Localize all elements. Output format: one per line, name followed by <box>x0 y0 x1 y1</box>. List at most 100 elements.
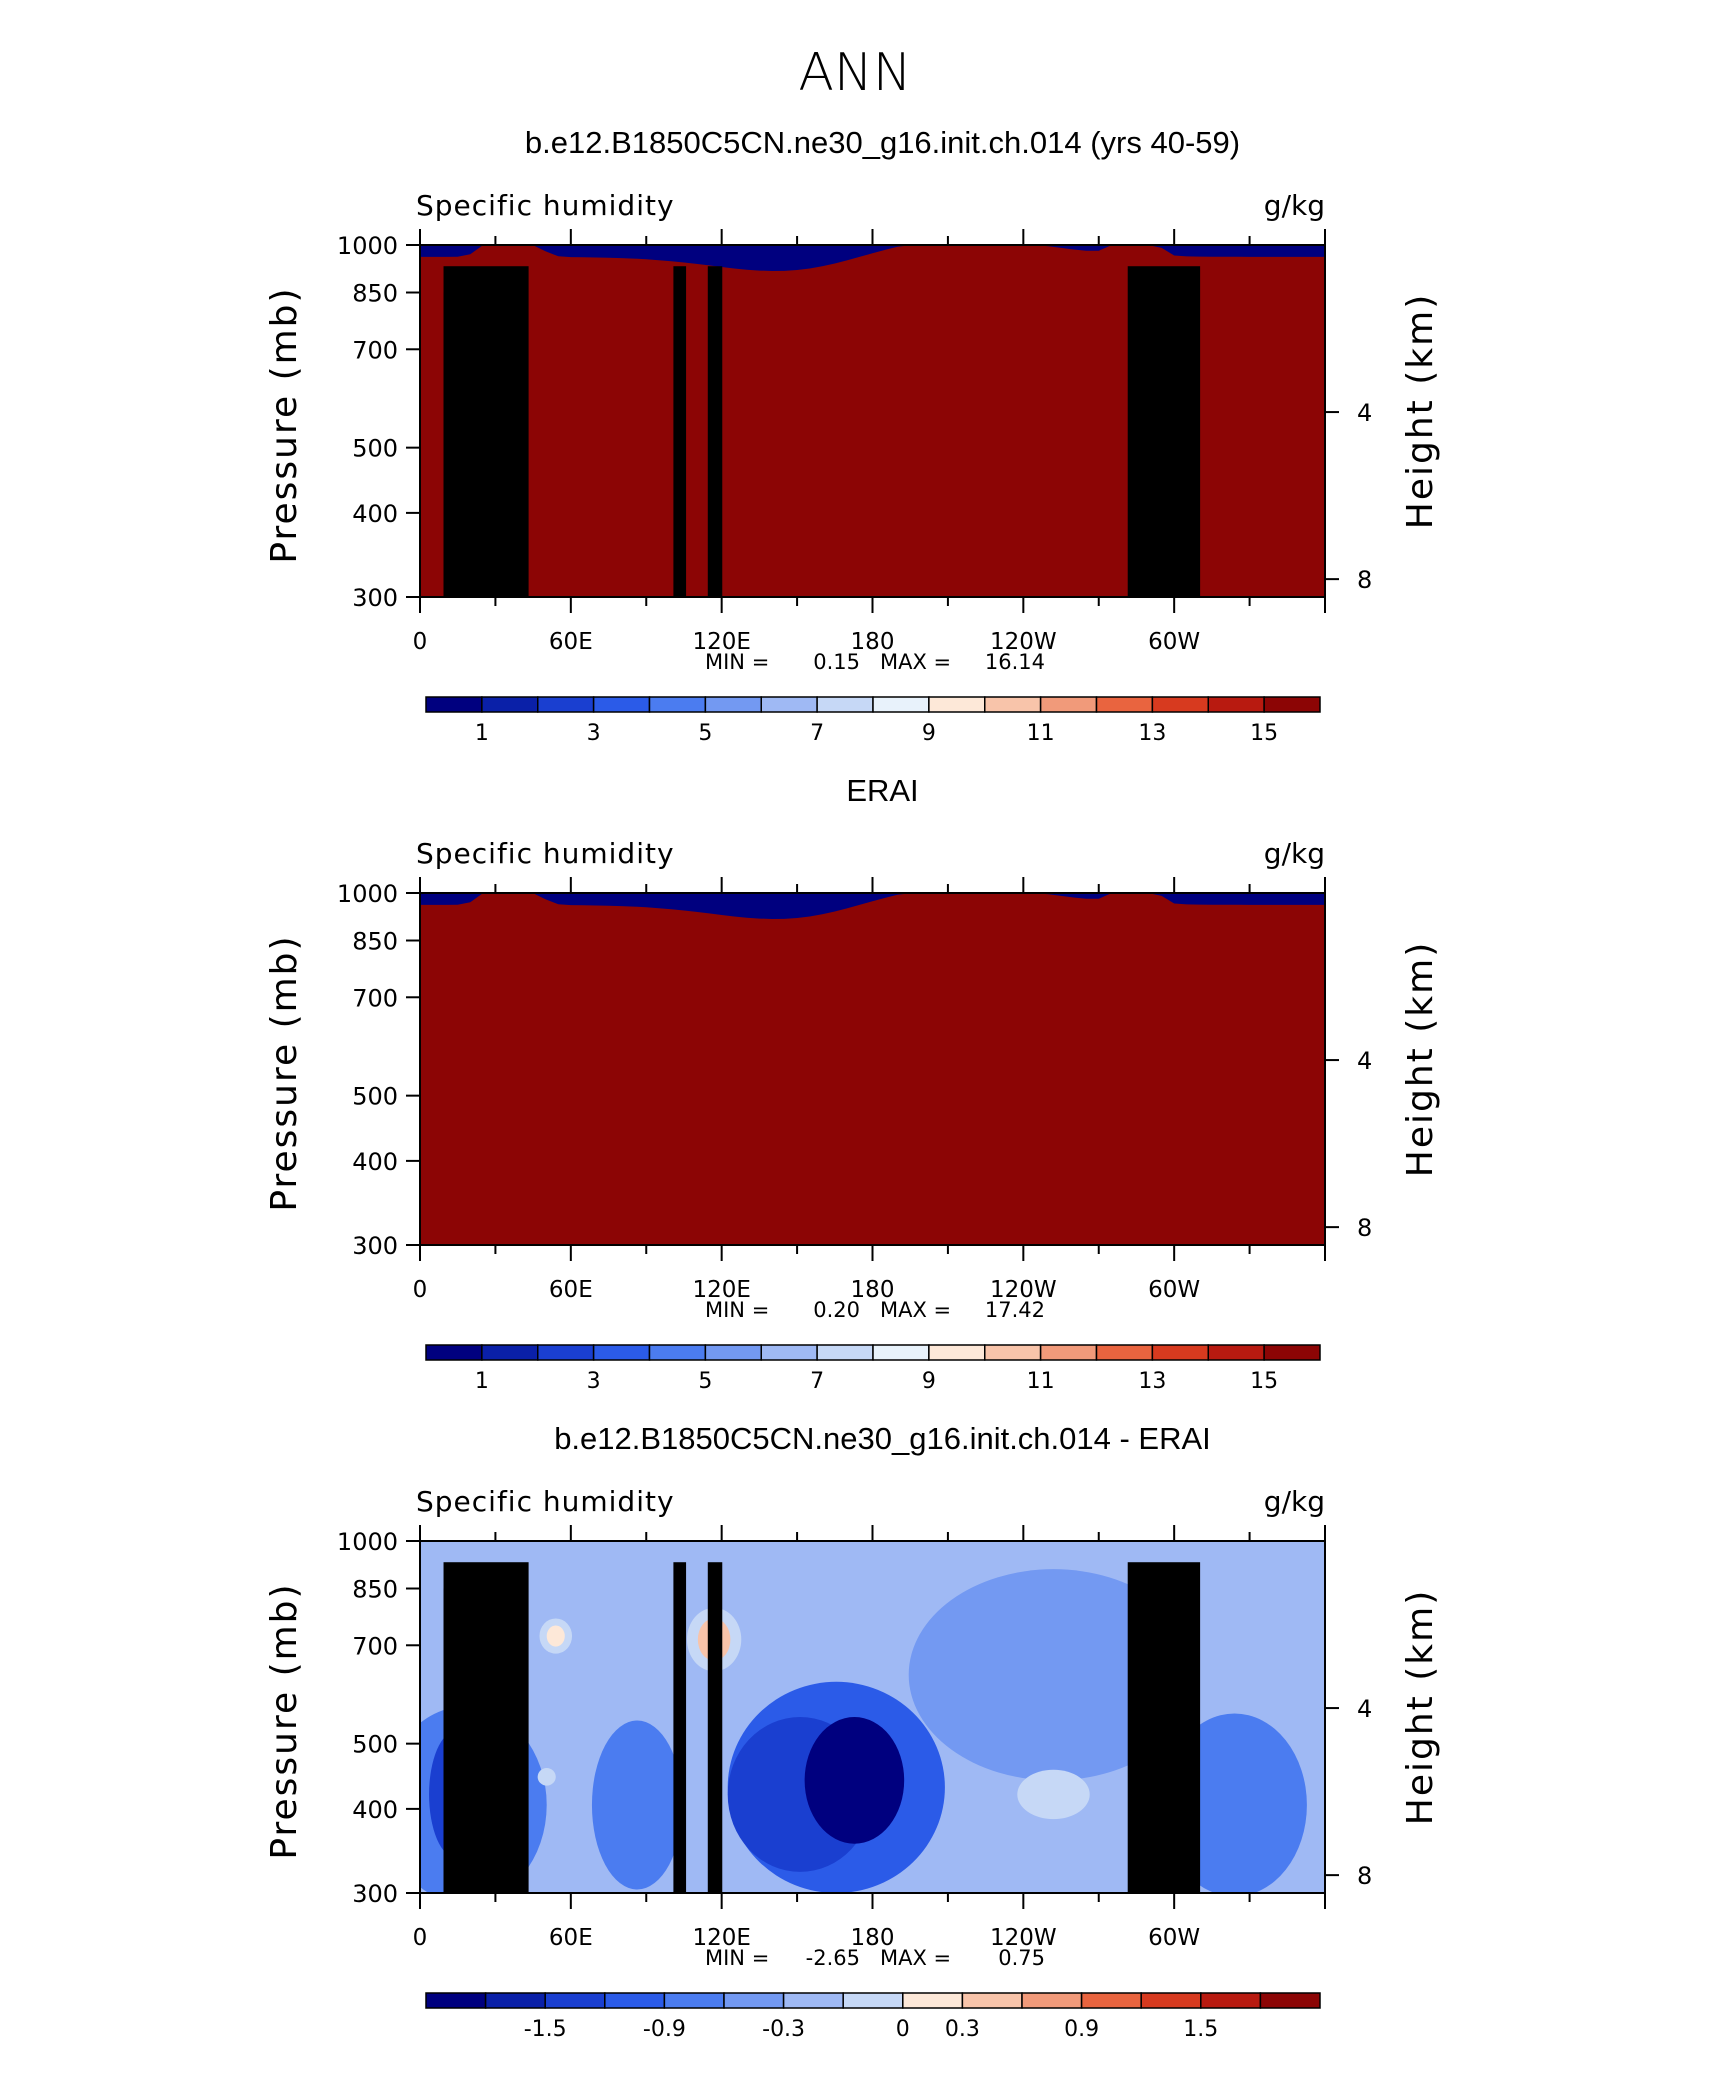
y2-tick-label: 8 <box>1357 1862 1372 1890</box>
colorbar-label: 13 <box>1138 721 1166 746</box>
x-tick-label: 60E <box>549 629 593 655</box>
y-tick-label: 500 <box>352 1731 398 1759</box>
colorbar-swatch <box>1151 1344 1209 1361</box>
y-axis-label: Pressure (mb) <box>264 286 305 563</box>
colorbar-swatch <box>484 1992 546 2009</box>
min-value: 0.15 <box>813 650 860 674</box>
colorbar-label: 3 <box>587 1369 601 1394</box>
colorbar-swatch <box>604 1992 666 2009</box>
colorbar-swatch <box>782 1992 844 2009</box>
x-tick-label: 180 <box>851 629 895 655</box>
x-tick-label: 0 <box>413 1925 428 1951</box>
colorbar-swatch <box>648 1344 707 1361</box>
colorbar-swatch <box>1095 1344 1154 1361</box>
contour-band <box>420 245 1325 597</box>
max-label: MAX = <box>880 650 951 674</box>
contour-band <box>537 1768 556 1786</box>
y-tick-label: 500 <box>352 1083 398 1111</box>
colorbar-label: 1.5 <box>1183 2017 1218 2042</box>
max-value: 16.14 <box>985 650 1045 674</box>
x-tick-label: 180 <box>851 1925 895 1951</box>
colorbar: 1 3 5 7 9 11 13 15 <box>425 696 1321 746</box>
colorbar-swatch <box>537 1344 595 1361</box>
colorbar-label: 7 <box>810 721 824 746</box>
max-value: 17.42 <box>985 1298 1045 1322</box>
y-tick-label: 850 <box>352 280 398 308</box>
topography-mask <box>443 266 529 597</box>
colorbar-swatch <box>1200 1992 1262 2009</box>
x-tick-label: 120W <box>990 1925 1057 1951</box>
variable-label: Specific humidity <box>416 189 675 222</box>
colorbar-swatch <box>961 1992 1023 2009</box>
panel-title: ERAI <box>846 773 918 808</box>
y2-tick-label: 8 <box>1357 566 1372 594</box>
contour-field <box>420 893 1325 1245</box>
colorbar-swatch <box>592 696 651 713</box>
topography-mask <box>707 266 723 597</box>
x-tick-label: 180 <box>851 1277 895 1303</box>
colorbar-label: 5 <box>698 1369 712 1394</box>
max-value: 0.75 <box>998 1946 1045 1970</box>
y2-axis-label: Height (km) <box>1400 293 1441 529</box>
colorbar-label: 0.3 <box>945 2017 980 2042</box>
contour-band <box>804 1717 905 1844</box>
topography-mask <box>707 1562 723 1893</box>
colorbar-swatch <box>425 1992 487 2009</box>
contour-band <box>546 1625 565 1647</box>
units-label: g/kg <box>1264 837 1325 870</box>
y-tick-label: 400 <box>352 1148 398 1176</box>
x-tick-label: 0 <box>413 629 428 655</box>
x-tick-label: 60W <box>1148 1925 1200 1951</box>
x-tick-label: 60W <box>1148 1277 1200 1303</box>
panel-3: b.e12.B1850C5CN.ne30_g16.init.ch.014 - E… <box>264 1421 1441 2042</box>
colorbar-swatch <box>1039 696 1098 713</box>
figure-title: ANN <box>798 43 911 103</box>
y2-tick-label: 4 <box>1357 1047 1372 1075</box>
colorbar-label: 15 <box>1250 1369 1278 1394</box>
colorbar-swatch <box>928 696 986 713</box>
contour-band <box>1017 1769 1090 1820</box>
contour-field <box>420 245 1325 597</box>
panel-2: ERAI Specific humidity g/kg 0 60E 120E 180 120W… <box>264 773 1441 1394</box>
y-axis-label: Pressure (mb) <box>264 934 305 1211</box>
colorbar-swatch <box>984 696 1042 713</box>
y-tick-label: 400 <box>352 1796 398 1824</box>
colorbar-swatch <box>1207 1344 1265 1361</box>
variable-label: Specific humidity <box>416 1485 675 1518</box>
max-label: MAX = <box>880 1946 951 1970</box>
x-tick-label: 120W <box>990 629 1057 655</box>
y-tick-label: 700 <box>352 336 398 364</box>
y2-axis-label: Height (km) <box>1400 1589 1441 1825</box>
colorbar-swatch <box>648 696 707 713</box>
colorbar-swatch <box>1095 696 1154 713</box>
colorbar-swatch <box>760 1344 818 1361</box>
contour-band <box>420 893 1325 1245</box>
colorbar-swatch <box>663 1992 725 2009</box>
colorbar-label: 7 <box>810 1369 824 1394</box>
colorbar-swatch <box>425 696 483 713</box>
colorbar-label: 13 <box>1138 1369 1166 1394</box>
y-tick-label: 1000 <box>337 232 398 260</box>
colorbar-label: 11 <box>1027 1369 1055 1394</box>
colorbar-swatch <box>425 1344 483 1361</box>
x-tick-label: 120E <box>692 629 750 655</box>
panel-1: b.e12.B1850C5CN.ne30_g16.init.ch.014 (yr… <box>264 125 1441 746</box>
topography-mask <box>673 266 687 597</box>
y-tick-label: 700 <box>352 984 398 1012</box>
colorbar-label: 0.9 <box>1064 2017 1099 2042</box>
panel-title: b.e12.B1850C5CN.ne30_g16.init.ch.014 - E… <box>554 1421 1211 1456</box>
colorbar-swatch <box>544 1992 606 2009</box>
x-tick-label: 120E <box>692 1277 750 1303</box>
min-label: MIN = <box>705 650 769 674</box>
colorbar-swatch <box>481 696 539 713</box>
colorbar-label: 1 <box>475 721 489 746</box>
units-label: g/kg <box>1264 189 1325 222</box>
colorbar-label: 9 <box>922 1369 936 1394</box>
colorbar-label: -0.9 <box>643 2017 686 2042</box>
variable-label: Specific humidity <box>416 837 675 870</box>
y-tick-label: 1000 <box>337 880 398 908</box>
y2-tick-label: 4 <box>1357 1695 1372 1723</box>
min-value: 0.20 <box>813 1298 860 1322</box>
y-axis-label: Pressure (mb) <box>264 1582 305 1859</box>
